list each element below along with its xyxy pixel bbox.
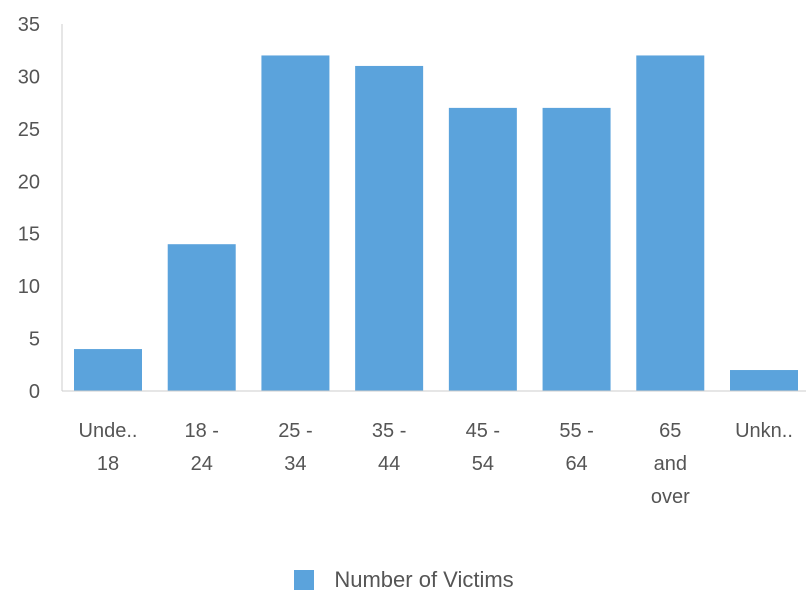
y-tick-label: 20 [18, 171, 40, 193]
x-tick-label: 65 and over [651, 420, 690, 508]
x-tick-label: 45 -54 [466, 420, 500, 475]
bar-chart: 0 5 10 15 20 25 30 35 Unde.. 18 18 -24 25 -34 35 -4… [18, 14, 806, 508]
x-tick-label: 35 -44 [372, 420, 406, 475]
y-tick-label: 35 [18, 14, 40, 36]
x-tick-label: Unkn.. [735, 420, 793, 442]
x-tick-label: 55 -64 [559, 420, 593, 475]
y-tick-label: 25 [18, 119, 40, 141]
bar[interactable] [261, 55, 330, 391]
bar[interactable] [448, 107, 517, 391]
x-tick-label: Unde.. 18 [79, 420, 138, 475]
y-tick-label: 0 [29, 381, 40, 403]
bar[interactable] [355, 65, 424, 391]
y-axis: 0 5 10 15 20 25 30 35 [18, 14, 63, 403]
x-tick-label: 25 -34 [278, 420, 312, 475]
bar[interactable] [636, 55, 705, 391]
y-tick-label: 5 [29, 329, 40, 351]
x-axis: Unde.. 18 18 -24 25 -34 35 -44 45 -54 55 -64 65… [62, 390, 806, 508]
bar[interactable] [74, 349, 142, 391]
legend-label: Number of Victims [334, 567, 514, 592]
bar[interactable] [730, 370, 798, 391]
legend: Number of Victims [0, 565, 808, 595]
y-tick-label: 10 [18, 276, 40, 298]
bars [74, 55, 798, 391]
bar[interactable] [167, 244, 236, 391]
y-tick-label: 30 [18, 66, 40, 88]
legend-swatch [294, 570, 315, 590]
bar[interactable] [542, 107, 611, 391]
x-tick-label: 18 -24 [184, 420, 218, 475]
y-tick-label: 15 [18, 224, 40, 246]
